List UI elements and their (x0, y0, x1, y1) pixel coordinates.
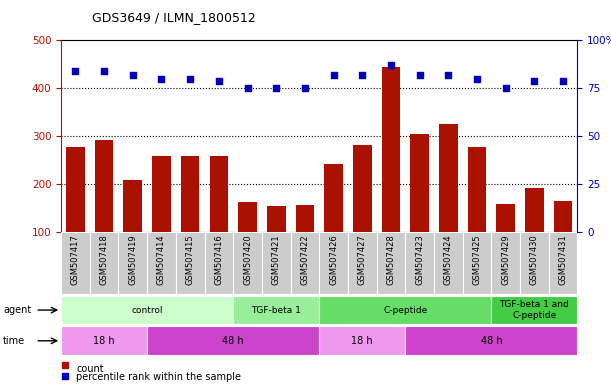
Bar (233, 232, 262, 294)
Text: 48 h: 48 h (222, 336, 244, 346)
Point (444, 72, 453, 78)
Text: count: count (76, 364, 104, 374)
Text: TGF-beta 1 and
C-peptide: TGF-beta 1 and C-peptide (500, 300, 569, 320)
Text: C-peptide: C-peptide (383, 306, 428, 314)
Bar (319, 232, 348, 294)
Text: control: control (131, 306, 163, 314)
Bar (525, 188, 544, 280)
Point (300, 85, 310, 91)
Text: GSM507421: GSM507421 (272, 234, 280, 285)
Bar (411, 134, 429, 280)
Text: GSM507431: GSM507431 (558, 234, 568, 285)
Text: GSM507420: GSM507420 (243, 234, 252, 285)
Bar (520, 232, 549, 294)
Point (243, 85, 252, 91)
Bar (95, 140, 114, 280)
Point (501, 85, 511, 91)
Text: GSM507418: GSM507418 (100, 234, 109, 285)
Text: GSM507422: GSM507422 (301, 234, 309, 285)
Text: GSM507415: GSM507415 (186, 234, 195, 285)
Text: agent: agent (3, 305, 31, 315)
Bar (147, 232, 176, 294)
Text: GSM507419: GSM507419 (128, 234, 137, 285)
Text: GSM507416: GSM507416 (214, 234, 224, 285)
Point (60, 373, 70, 379)
Bar (439, 124, 458, 280)
Point (472, 76, 482, 82)
Point (386, 62, 396, 68)
Text: 18 h: 18 h (93, 336, 115, 346)
Bar (434, 232, 463, 294)
Point (329, 72, 338, 78)
Bar (61, 326, 147, 355)
Point (70, 68, 80, 74)
Bar (181, 157, 200, 280)
Text: GSM507427: GSM507427 (358, 234, 367, 285)
Text: GSM507423: GSM507423 (415, 234, 424, 285)
Text: GSM507428: GSM507428 (386, 234, 395, 285)
Bar (267, 206, 285, 280)
Bar (554, 201, 573, 280)
Text: GSM507424: GSM507424 (444, 234, 453, 285)
Text: GSM507414: GSM507414 (157, 234, 166, 285)
Text: GSM507426: GSM507426 (329, 234, 338, 285)
Text: 48 h: 48 h (480, 336, 502, 346)
Bar (291, 232, 319, 294)
Point (415, 72, 425, 78)
Bar (123, 180, 142, 280)
Point (156, 76, 166, 82)
Bar (491, 296, 577, 324)
Point (271, 85, 281, 91)
Bar (147, 326, 319, 355)
Bar (262, 232, 291, 294)
Bar (376, 232, 405, 294)
Bar (324, 164, 343, 280)
Point (214, 78, 224, 84)
Bar (119, 232, 147, 294)
Text: 18 h: 18 h (351, 336, 373, 346)
Point (530, 78, 540, 84)
Bar (238, 202, 257, 280)
Bar (61, 296, 233, 324)
Bar (176, 232, 205, 294)
Bar (496, 204, 515, 280)
Text: time: time (3, 336, 25, 346)
Text: GSM507425: GSM507425 (472, 234, 481, 285)
Text: GSM507417: GSM507417 (71, 234, 80, 285)
Text: percentile rank within the sample: percentile rank within the sample (76, 372, 241, 382)
Bar (66, 147, 85, 280)
Bar (463, 232, 491, 294)
Bar (296, 205, 314, 280)
Point (128, 72, 137, 78)
Bar (61, 232, 90, 294)
Point (357, 72, 367, 78)
Point (185, 76, 195, 82)
Bar (152, 157, 171, 280)
Text: GSM507429: GSM507429 (501, 234, 510, 285)
Text: GDS3649 / ILMN_1800512: GDS3649 / ILMN_1800512 (92, 12, 255, 25)
Bar (549, 232, 577, 294)
Bar (405, 232, 434, 294)
Bar (467, 147, 486, 280)
Bar (405, 326, 577, 355)
Bar (205, 232, 233, 294)
Text: TGF-beta 1: TGF-beta 1 (251, 306, 301, 314)
Point (99, 68, 109, 74)
Point (558, 78, 568, 84)
Bar (382, 67, 400, 280)
Text: GSM507430: GSM507430 (530, 234, 539, 285)
Bar (320, 296, 491, 324)
Bar (353, 145, 371, 280)
Bar (90, 232, 119, 294)
Bar (233, 296, 319, 324)
Bar (348, 232, 376, 294)
Bar (210, 157, 228, 280)
Bar (491, 232, 520, 294)
Point (60, 362, 70, 368)
Bar (320, 326, 405, 355)
